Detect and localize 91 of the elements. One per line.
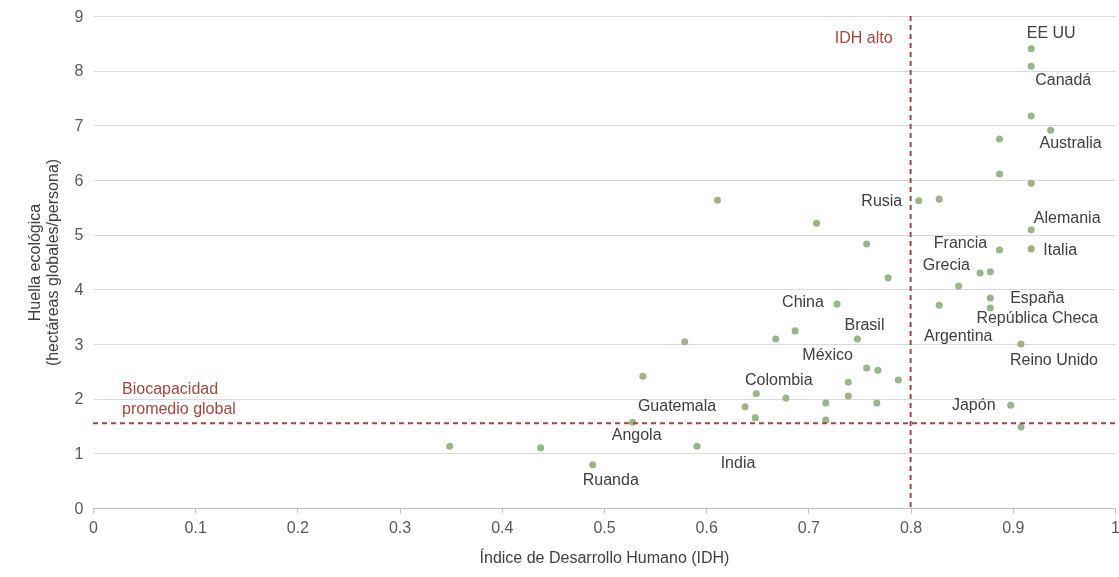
annotation: Guatemala: [637, 396, 717, 414]
annotation: España: [1010, 289, 1065, 307]
point: [1007, 401, 1015, 409]
point: [1017, 340, 1025, 348]
point: [833, 300, 841, 308]
point: [884, 274, 892, 282]
y-tick-label: 8: [74, 62, 84, 80]
x-tick-label: 0.5: [593, 518, 616, 536]
point: [446, 442, 454, 450]
point: [844, 378, 852, 386]
annotation: Colombia: [744, 371, 813, 389]
y-tick-label: 2: [74, 390, 84, 408]
y-axis-title: Huella ecológica (hectáreas globales/persona): [25, 158, 61, 367]
point: [915, 197, 923, 205]
x-tick-label: 0: [89, 518, 99, 536]
x-tick-label: 0.8: [899, 518, 923, 536]
point: [1027, 245, 1035, 253]
point: [791, 327, 799, 335]
annotation: Argentina: [923, 327, 993, 345]
annotation: India: [720, 454, 756, 472]
point: [894, 376, 902, 384]
y-tick-label: 9: [74, 7, 84, 25]
point: [1047, 126, 1055, 134]
point: [995, 170, 1004, 178]
point: [935, 195, 943, 203]
annotation: Brasil: [844, 316, 885, 334]
point: [863, 364, 871, 372]
point: [995, 246, 1004, 254]
annotation: Alemania: [1033, 208, 1101, 226]
x-tick-label: 0.6: [695, 518, 718, 536]
point: [863, 240, 871, 248]
y-tick-label: 0: [74, 499, 84, 517]
annotation: México: [802, 346, 854, 364]
y-tick-label: 1: [74, 444, 84, 462]
point: [844, 392, 852, 400]
point: [986, 294, 994, 302]
x-tick-label: 0.9: [1002, 518, 1025, 536]
point: [1027, 179, 1035, 187]
annotation: Angola: [611, 426, 662, 444]
point: [1027, 112, 1035, 120]
annotation: China: [782, 293, 825, 311]
y-tick-label: 6: [74, 171, 84, 189]
annotation: Reino Unido: [1009, 351, 1099, 368]
x-axis-title: Índice de Desarrollo Humano (IDH): [479, 547, 730, 566]
point: [752, 390, 760, 398]
y-tick-label: 7: [74, 116, 84, 134]
x-tick-label: 0.2: [286, 518, 310, 536]
point: [782, 394, 790, 402]
point: [751, 414, 759, 422]
point: [537, 444, 545, 452]
x-tick-label: 0.3: [388, 518, 412, 536]
point: [1027, 45, 1035, 53]
point: [874, 366, 882, 374]
point: [741, 403, 749, 411]
point: [639, 372, 647, 380]
point: [976, 269, 984, 277]
point: [955, 282, 963, 290]
point: [1027, 62, 1035, 70]
point: [693, 442, 701, 450]
point: [713, 196, 721, 204]
annotation: Italia: [1043, 240, 1078, 258]
annotation: Australia: [1039, 134, 1102, 152]
x-tick-label: 0.1: [184, 518, 207, 536]
point: [935, 301, 943, 309]
point: [1017, 423, 1025, 431]
annotation: Francia: [933, 233, 988, 251]
y-tick-label: 3: [74, 335, 84, 353]
ref-line-label: Biocapacidad promedio global: [122, 380, 236, 418]
annotation: Japón: [951, 396, 996, 414]
ref-line-label: IDH alto: [834, 29, 893, 46]
point: [986, 268, 994, 276]
point: [873, 399, 881, 407]
x-tick-label: 1: [1111, 518, 1119, 536]
point: [681, 338, 689, 346]
point: [1027, 226, 1035, 234]
point: [813, 219, 821, 227]
annotation: Canadá: [1035, 71, 1092, 89]
point: [772, 335, 780, 343]
annotation: Rusia: [861, 191, 903, 209]
point: [995, 135, 1004, 143]
point: [822, 399, 830, 407]
annotation: EE UU: [1026, 23, 1076, 41]
point: [589, 461, 597, 469]
x-tick-label: 0.4: [491, 518, 514, 536]
y-tick-label: 5: [74, 226, 84, 244]
x-tick-label: 0.7: [797, 518, 821, 536]
annotation: Ruanda: [582, 470, 639, 488]
annotation: Grecia: [922, 255, 970, 273]
point: [853, 335, 861, 343]
y-tick-label: 4: [74, 280, 84, 298]
annotation: República Checa: [976, 308, 1099, 326]
